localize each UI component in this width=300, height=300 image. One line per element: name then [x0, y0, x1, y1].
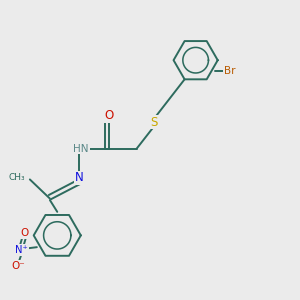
Text: S: S	[151, 116, 158, 128]
Text: O: O	[20, 228, 28, 238]
Text: Br: Br	[224, 66, 235, 76]
Text: N⁺: N⁺	[15, 245, 28, 255]
Text: HN: HN	[74, 143, 89, 154]
Text: N: N	[75, 172, 84, 184]
Text: CH₃: CH₃	[8, 173, 25, 182]
Text: O⁻: O⁻	[12, 261, 26, 271]
Text: O: O	[104, 109, 113, 122]
